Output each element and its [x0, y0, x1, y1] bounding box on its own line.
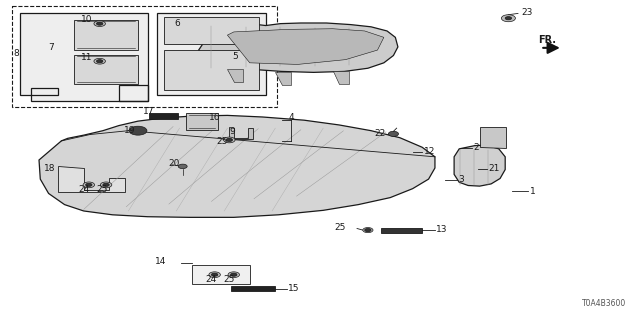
Polygon shape	[381, 228, 422, 233]
Text: 16: 16	[209, 114, 220, 123]
Circle shape	[505, 17, 511, 20]
Text: 2: 2	[473, 143, 479, 152]
Polygon shape	[157, 13, 266, 95]
Circle shape	[97, 60, 103, 63]
Polygon shape	[227, 69, 243, 82]
Text: 23: 23	[522, 8, 533, 17]
Circle shape	[226, 138, 232, 141]
Text: 13: 13	[436, 225, 448, 234]
Text: 12: 12	[424, 147, 435, 156]
Polygon shape	[230, 286, 275, 291]
Circle shape	[388, 131, 399, 136]
Text: 18: 18	[44, 164, 56, 173]
Text: 25: 25	[223, 275, 235, 284]
Polygon shape	[479, 126, 506, 148]
Text: 9: 9	[229, 127, 235, 136]
Text: FR.: FR.	[538, 35, 556, 45]
Polygon shape	[20, 13, 148, 101]
Circle shape	[97, 22, 103, 25]
Text: 22: 22	[374, 129, 385, 138]
Polygon shape	[74, 55, 138, 84]
Circle shape	[363, 228, 373, 233]
Text: 19: 19	[124, 125, 136, 134]
Polygon shape	[164, 17, 259, 44]
Circle shape	[230, 273, 237, 276]
Polygon shape	[74, 20, 138, 50]
Circle shape	[501, 15, 515, 22]
Circle shape	[94, 21, 106, 27]
Text: 25: 25	[216, 137, 227, 146]
Text: 25: 25	[334, 223, 346, 232]
Circle shape	[100, 182, 112, 188]
Polygon shape	[229, 126, 253, 139]
Text: 6: 6	[174, 19, 180, 28]
Polygon shape	[227, 29, 384, 64]
Circle shape	[129, 126, 147, 135]
Text: 24: 24	[205, 275, 216, 284]
Circle shape	[228, 272, 239, 277]
Text: 17: 17	[143, 107, 155, 116]
Polygon shape	[186, 113, 218, 130]
Polygon shape	[164, 50, 259, 90]
Text: 20: 20	[168, 159, 179, 168]
Text: 10: 10	[81, 15, 92, 24]
Circle shape	[103, 183, 109, 187]
FancyBboxPatch shape	[12, 6, 277, 107]
Polygon shape	[39, 116, 435, 217]
Polygon shape	[333, 71, 349, 84]
Text: 7: 7	[48, 43, 54, 52]
Text: 4: 4	[288, 114, 294, 123]
Polygon shape	[198, 23, 398, 72]
Text: 11: 11	[81, 53, 92, 62]
Circle shape	[83, 182, 95, 188]
Polygon shape	[454, 145, 505, 186]
Circle shape	[365, 228, 371, 232]
Circle shape	[223, 137, 235, 143]
Text: 1: 1	[529, 187, 535, 196]
Circle shape	[209, 272, 220, 277]
Text: 14: 14	[156, 258, 167, 267]
Polygon shape	[149, 113, 178, 119]
Polygon shape	[192, 265, 250, 284]
Circle shape	[178, 164, 187, 169]
Circle shape	[211, 273, 218, 276]
Text: T0A4B3600: T0A4B3600	[582, 299, 627, 308]
Text: 5: 5	[232, 52, 237, 61]
Polygon shape	[58, 166, 125, 192]
Text: 25: 25	[97, 185, 108, 194]
Circle shape	[94, 58, 106, 64]
Text: 24: 24	[79, 185, 90, 194]
Text: 21: 21	[488, 164, 500, 173]
Text: 3: 3	[458, 175, 464, 184]
Text: 8: 8	[13, 49, 19, 58]
Polygon shape	[275, 72, 291, 85]
Text: 15: 15	[288, 284, 300, 292]
Circle shape	[86, 183, 92, 187]
